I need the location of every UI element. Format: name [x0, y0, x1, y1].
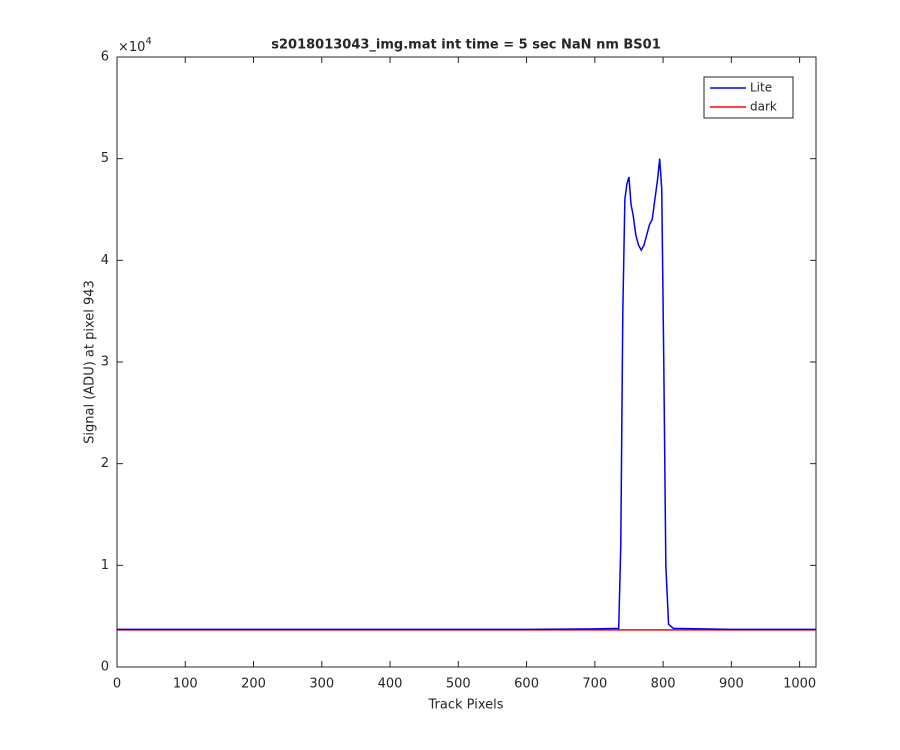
chart-title: s2018013043_img.mat int time = 5 sec NaN…	[271, 38, 661, 53]
y-tick-label: 3	[101, 355, 109, 370]
y-multiplier: ×104	[118, 36, 152, 55]
y-multiplier-base: ×10	[118, 40, 145, 55]
x-tick-label: 200	[241, 677, 266, 692]
x-tick-label: 500	[446, 677, 471, 692]
x-tick-label: 400	[378, 677, 403, 692]
x-tick-label: 300	[309, 677, 334, 692]
legend-box	[703, 76, 794, 119]
x-tick-label: 100	[173, 677, 198, 692]
x-tick-label: 1000	[783, 677, 816, 692]
y-tick-label: 0	[101, 660, 109, 675]
x-tick-label: 800	[651, 677, 676, 692]
y-tick-label: 6	[101, 50, 109, 65]
x-tick-label: 600	[514, 677, 539, 692]
y-tick-label: 4	[101, 253, 109, 268]
plot-area	[116, 56, 817, 668]
line-series	[117, 158, 816, 631]
y-tick-label: 1	[101, 558, 109, 573]
legend-label: Lite	[750, 81, 772, 95]
x-axis-label: Track Pixels	[428, 698, 504, 713]
y-axis-label: Signal (ADU) at pixel 943	[83, 280, 98, 444]
x-tick-label: 0	[113, 677, 121, 692]
x-tick-label: 900	[719, 677, 744, 692]
y-tick-label: 2	[101, 456, 109, 471]
y-multiplier-exp: 4	[145, 36, 151, 47]
x-tick-label: 700	[582, 677, 607, 692]
y-tick-label: 5	[101, 151, 109, 166]
legend-label: dark	[750, 100, 777, 114]
